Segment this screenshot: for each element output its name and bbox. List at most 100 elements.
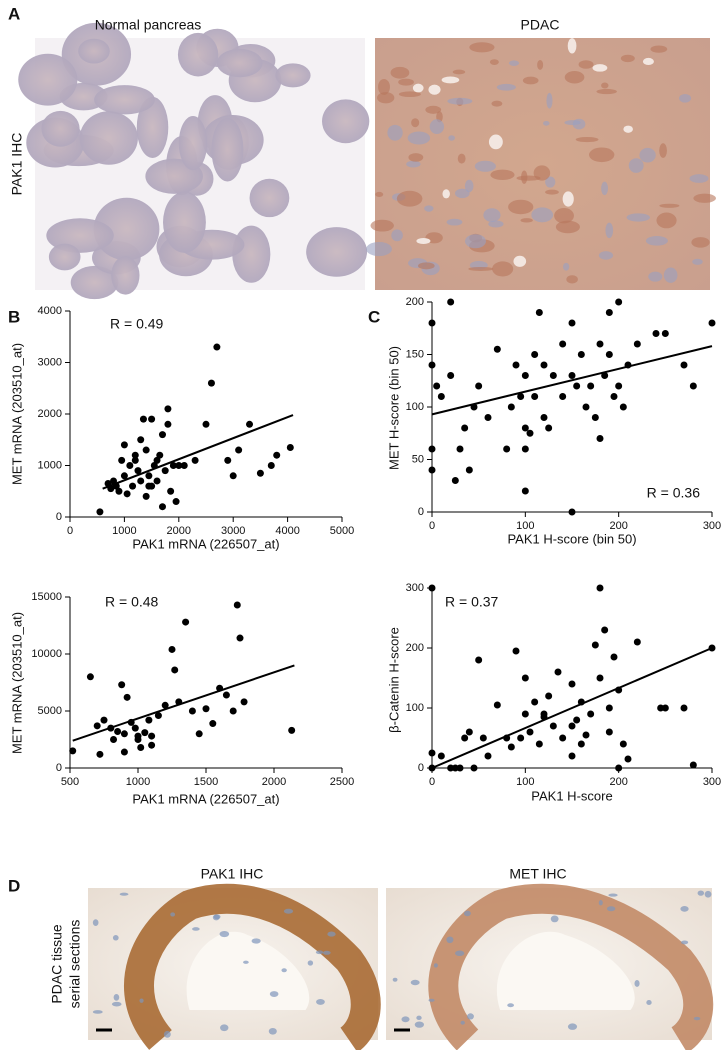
stroma (425, 105, 442, 114)
point (577, 698, 585, 706)
image-title: PAK1 IHC (201, 866, 264, 882)
point (164, 405, 172, 413)
point (428, 361, 436, 369)
point (123, 490, 131, 498)
gland (416, 237, 431, 245)
epithelium (428, 883, 714, 1050)
point (428, 445, 436, 453)
lobule (232, 225, 271, 283)
lobule (136, 96, 169, 158)
point (428, 584, 436, 592)
row-label: PDAC tissue (49, 924, 65, 1004)
nucleus (316, 999, 325, 1005)
x-tick-label: 300 (703, 520, 721, 532)
nucleus (112, 935, 119, 941)
point (86, 673, 94, 681)
stroma (469, 42, 495, 53)
stroma (468, 266, 494, 271)
point (154, 712, 162, 720)
stroma (491, 100, 503, 107)
point (708, 319, 716, 327)
point (540, 710, 548, 718)
point (540, 361, 548, 369)
stroma (692, 258, 703, 265)
lobule (18, 53, 78, 106)
point (624, 755, 632, 763)
point (475, 382, 483, 390)
point (216, 684, 224, 692)
gland (623, 125, 633, 133)
x-tick-label: 5000 (330, 525, 354, 537)
point (517, 734, 525, 742)
point (680, 704, 688, 712)
lobule (78, 38, 110, 64)
stroma (689, 174, 709, 183)
stroma (521, 170, 528, 184)
nucleus (92, 919, 99, 927)
x-axis-label: PAK1 mRNA (226507_at) (132, 791, 279, 806)
nucleus (212, 914, 220, 921)
point (708, 644, 716, 652)
stroma (656, 212, 677, 229)
stroma (447, 97, 473, 105)
point (619, 740, 627, 748)
point (167, 487, 175, 495)
gland (488, 134, 503, 150)
lobule (322, 99, 370, 144)
lobule (70, 265, 119, 300)
stroma (446, 218, 463, 226)
point (559, 393, 567, 400)
point (114, 728, 122, 736)
point (191, 456, 199, 464)
point (120, 730, 128, 738)
point (549, 722, 557, 730)
point (286, 443, 294, 451)
point (145, 716, 153, 724)
point (605, 351, 613, 358)
point (433, 382, 441, 390)
point (652, 330, 660, 337)
point (577, 351, 585, 358)
stroma (398, 78, 414, 86)
nucleus (446, 936, 454, 944)
stroma (648, 271, 663, 282)
point (134, 736, 142, 743)
point (512, 361, 520, 369)
point (188, 707, 196, 715)
nucleus (251, 938, 261, 944)
stroma (620, 54, 635, 63)
point (161, 467, 169, 475)
stroma (575, 136, 599, 143)
point (158, 503, 166, 511)
nucleus (460, 1020, 465, 1025)
y-axis-label: β-Catenin H-score (386, 627, 401, 733)
point (134, 467, 142, 475)
x-tick-label: 200 (609, 520, 627, 532)
point (256, 469, 264, 477)
point (172, 498, 180, 506)
point (484, 414, 492, 421)
point (123, 693, 131, 701)
lobule (275, 63, 311, 88)
point (233, 601, 241, 609)
stroma (455, 188, 470, 199)
point (605, 704, 613, 712)
stroma (452, 69, 466, 75)
point (573, 716, 581, 724)
point (104, 480, 112, 488)
point (545, 424, 553, 432)
stroma (377, 92, 395, 104)
point (521, 445, 529, 453)
stroma (533, 165, 551, 181)
y-tick-label: 0 (418, 506, 424, 518)
point (512, 647, 520, 655)
stroma (598, 251, 614, 260)
nucleus (92, 1010, 103, 1014)
epithelium (124, 883, 381, 1050)
y-tick-label: 15000 (31, 591, 62, 603)
point (153, 477, 161, 485)
stroma (424, 205, 434, 212)
fit-line (102, 414, 294, 490)
point (568, 722, 576, 730)
